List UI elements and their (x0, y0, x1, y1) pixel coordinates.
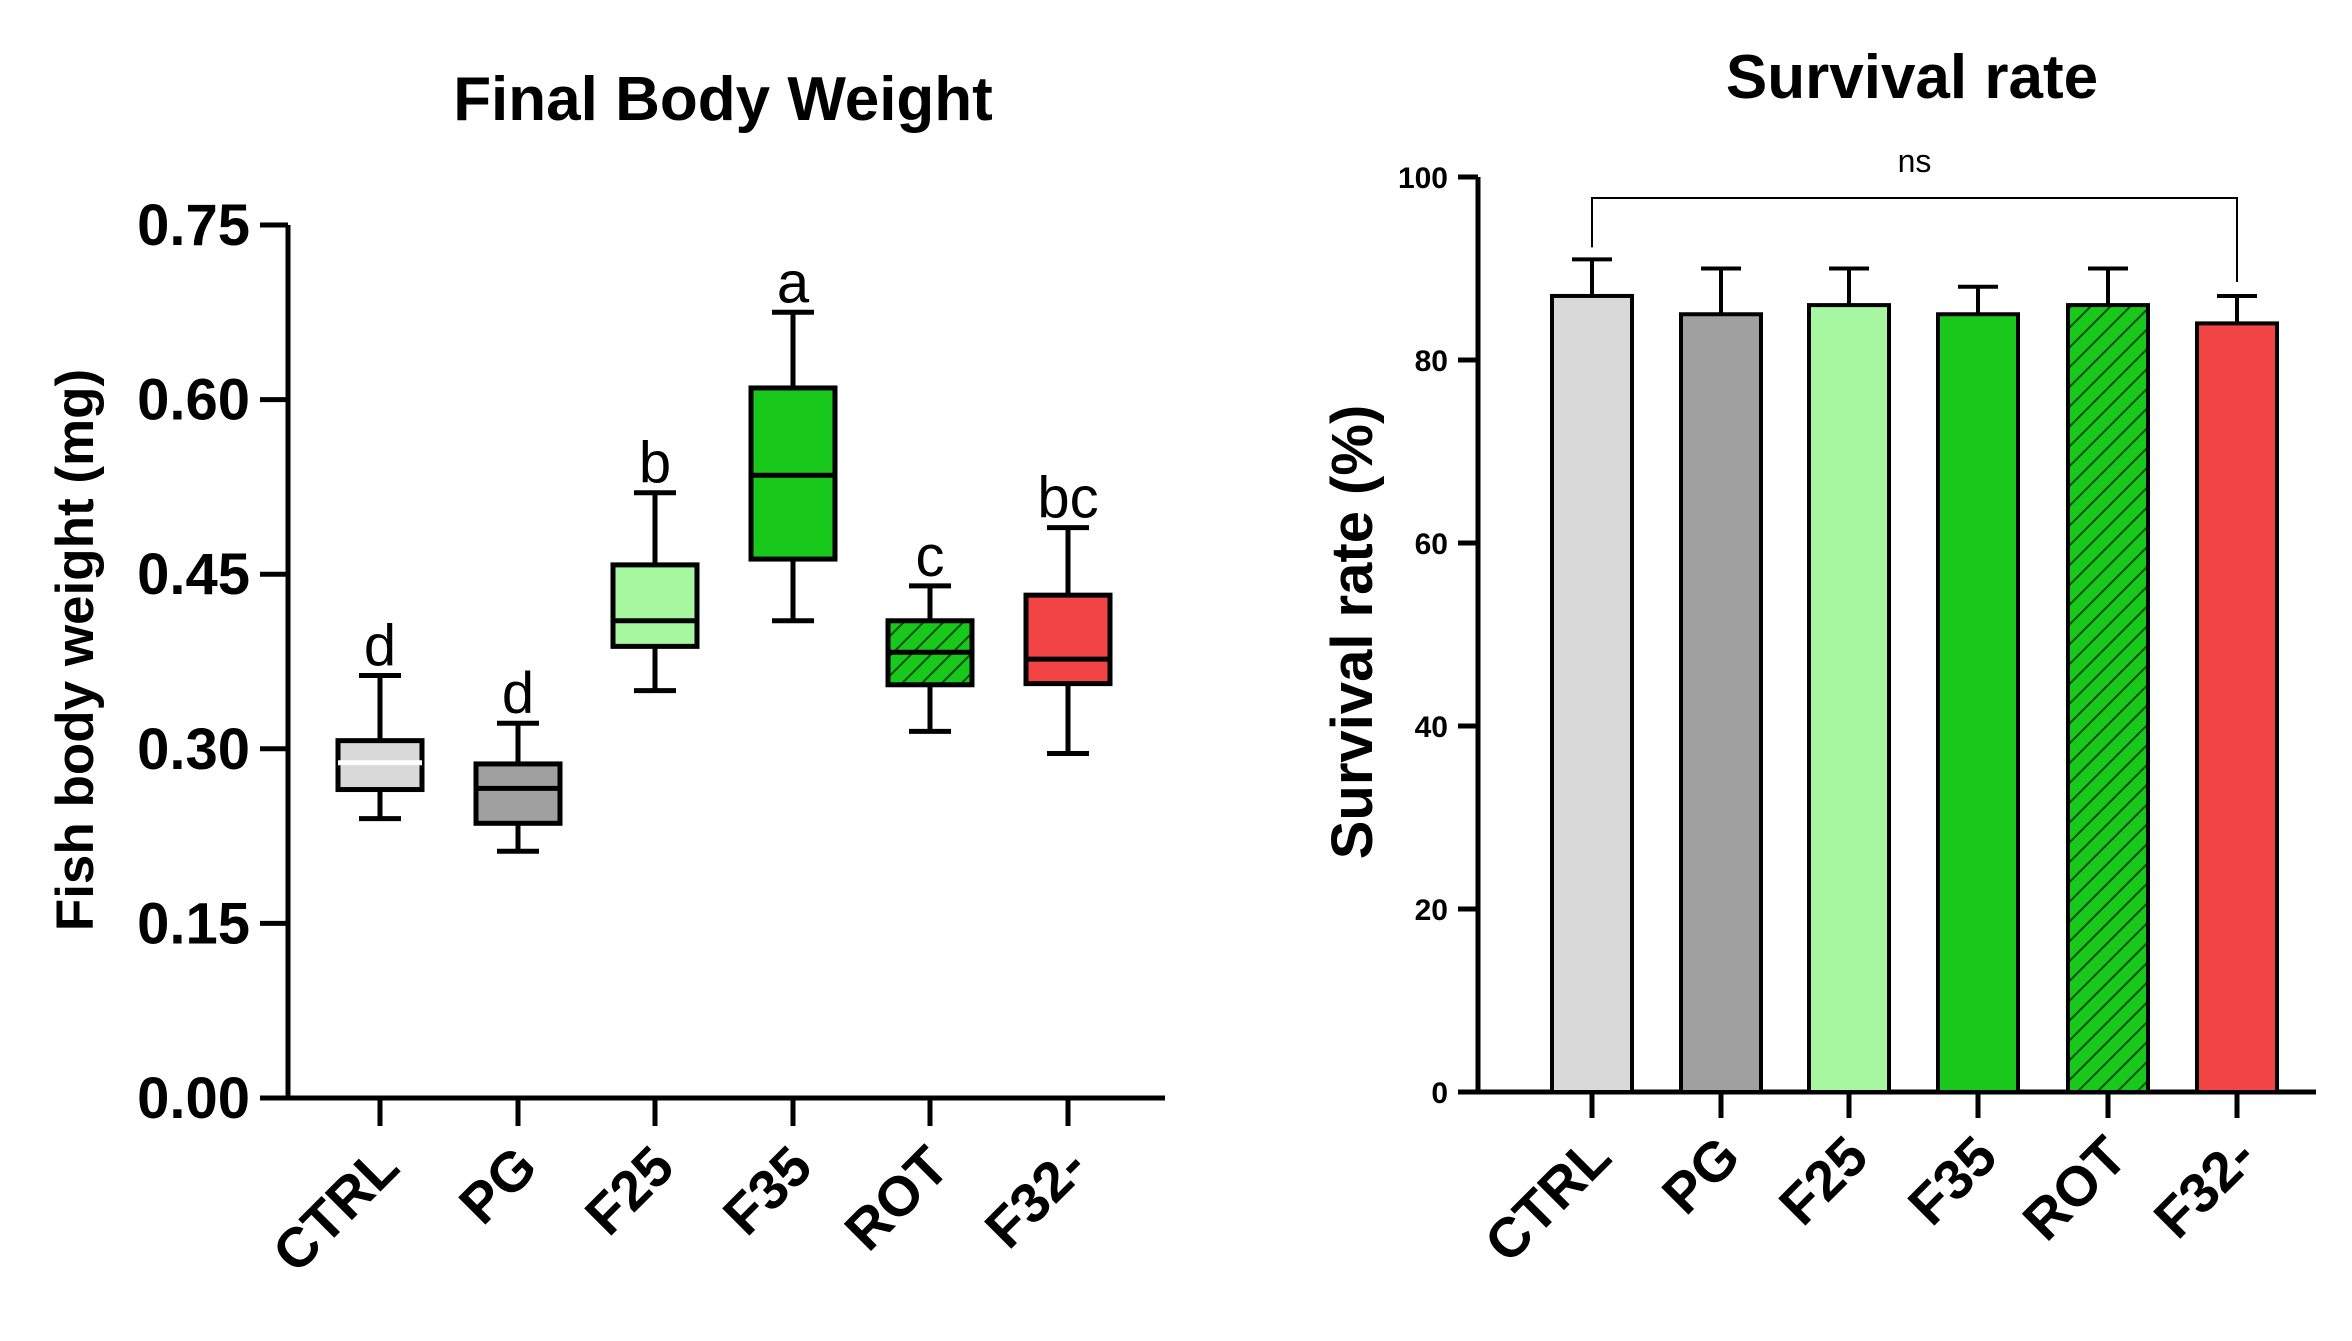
y-tick-label: 0 (1431, 1077, 1448, 1110)
bar-f32- (2195, 321, 2279, 1094)
axes (285, 225, 1165, 1101)
body-weight-chart: Final Body Weight Fish body weight (mg) … (46, 65, 1165, 1284)
bar-f35 (1936, 312, 2020, 1094)
box-series: d d b a c bc (335, 250, 1113, 854)
bar-ctrl (1550, 293, 1634, 1094)
x-tick-label: PG (447, 1134, 549, 1236)
x-tick-label: F25 (1767, 1124, 1880, 1237)
x-ticks: CTRL PG F25 F35 ROT F32- (1472, 1092, 2267, 1274)
x-tick-label: ROT (832, 1134, 960, 1262)
y-tick-label: 80 (1415, 345, 1448, 378)
y-ticks: 0.00 0.15 0.30 0.45 0.60 0.75 (137, 193, 288, 1131)
significance-label: ns (1898, 143, 1932, 179)
bar-f25 (1807, 303, 1891, 1095)
x-tick-label: F32- (973, 1134, 1099, 1260)
y-tick-label: 0.15 (137, 891, 250, 956)
x-tick-label: CTRL (260, 1134, 410, 1284)
y-tick-label: 40 (1415, 711, 1448, 744)
y-tick-label: 0.60 (137, 368, 250, 433)
significance-letter: c (916, 524, 945, 589)
y-tick-label: 100 (1398, 162, 1448, 195)
x-tick-label: CTRL (1472, 1124, 1622, 1274)
x-tick-label: ROT (2010, 1124, 2138, 1252)
significance-letter: d (502, 661, 534, 726)
box-f32- (1023, 592, 1113, 687)
significance-letter: b (639, 431, 671, 496)
bar-rot (2066, 303, 2150, 1095)
y-tick-label: 0.30 (137, 717, 250, 782)
significance-letter: d (364, 613, 396, 678)
bar-series (1550, 257, 2279, 1095)
box-pg (473, 761, 563, 826)
significance-letter: bc (1037, 466, 1098, 531)
x-tick-label: F35 (1896, 1124, 2009, 1237)
x-ticks: CTRL PG F25 F35 ROT F32- (260, 1098, 1098, 1284)
significance-bracket: ns (1591, 143, 2238, 282)
y-axis-label: Fish body weight (mg) (46, 369, 105, 931)
significance-letter: a (777, 250, 810, 315)
x-tick-label: F35 (711, 1134, 824, 1247)
bracket-line (1591, 197, 2238, 282)
box-f25 (610, 562, 700, 649)
y-tick-label: 0.00 (137, 1066, 250, 1131)
survival-rate-chart: Survival rate Survival rate (%) 0 20 40 60 8… (1320, 43, 2316, 1274)
y-tick-label: 0.45 (137, 542, 250, 607)
x-tick-label: PG (1650, 1124, 1752, 1226)
x-tick-label: F32- (2142, 1124, 2268, 1250)
y-tick-label: 20 (1415, 894, 1448, 927)
bar-pg (1679, 312, 1763, 1094)
y-axis-label: Survival rate (%) (1320, 405, 1385, 860)
y-tick-label: 60 (1415, 528, 1448, 561)
x-tick-label: F25 (573, 1134, 686, 1247)
chart-title: Survival rate (1726, 43, 2098, 112)
chart-title: Final Body Weight (453, 65, 993, 134)
y-ticks: 0 20 40 60 80 100 (1398, 162, 1478, 1110)
y-tick-label: 0.75 (137, 193, 250, 258)
